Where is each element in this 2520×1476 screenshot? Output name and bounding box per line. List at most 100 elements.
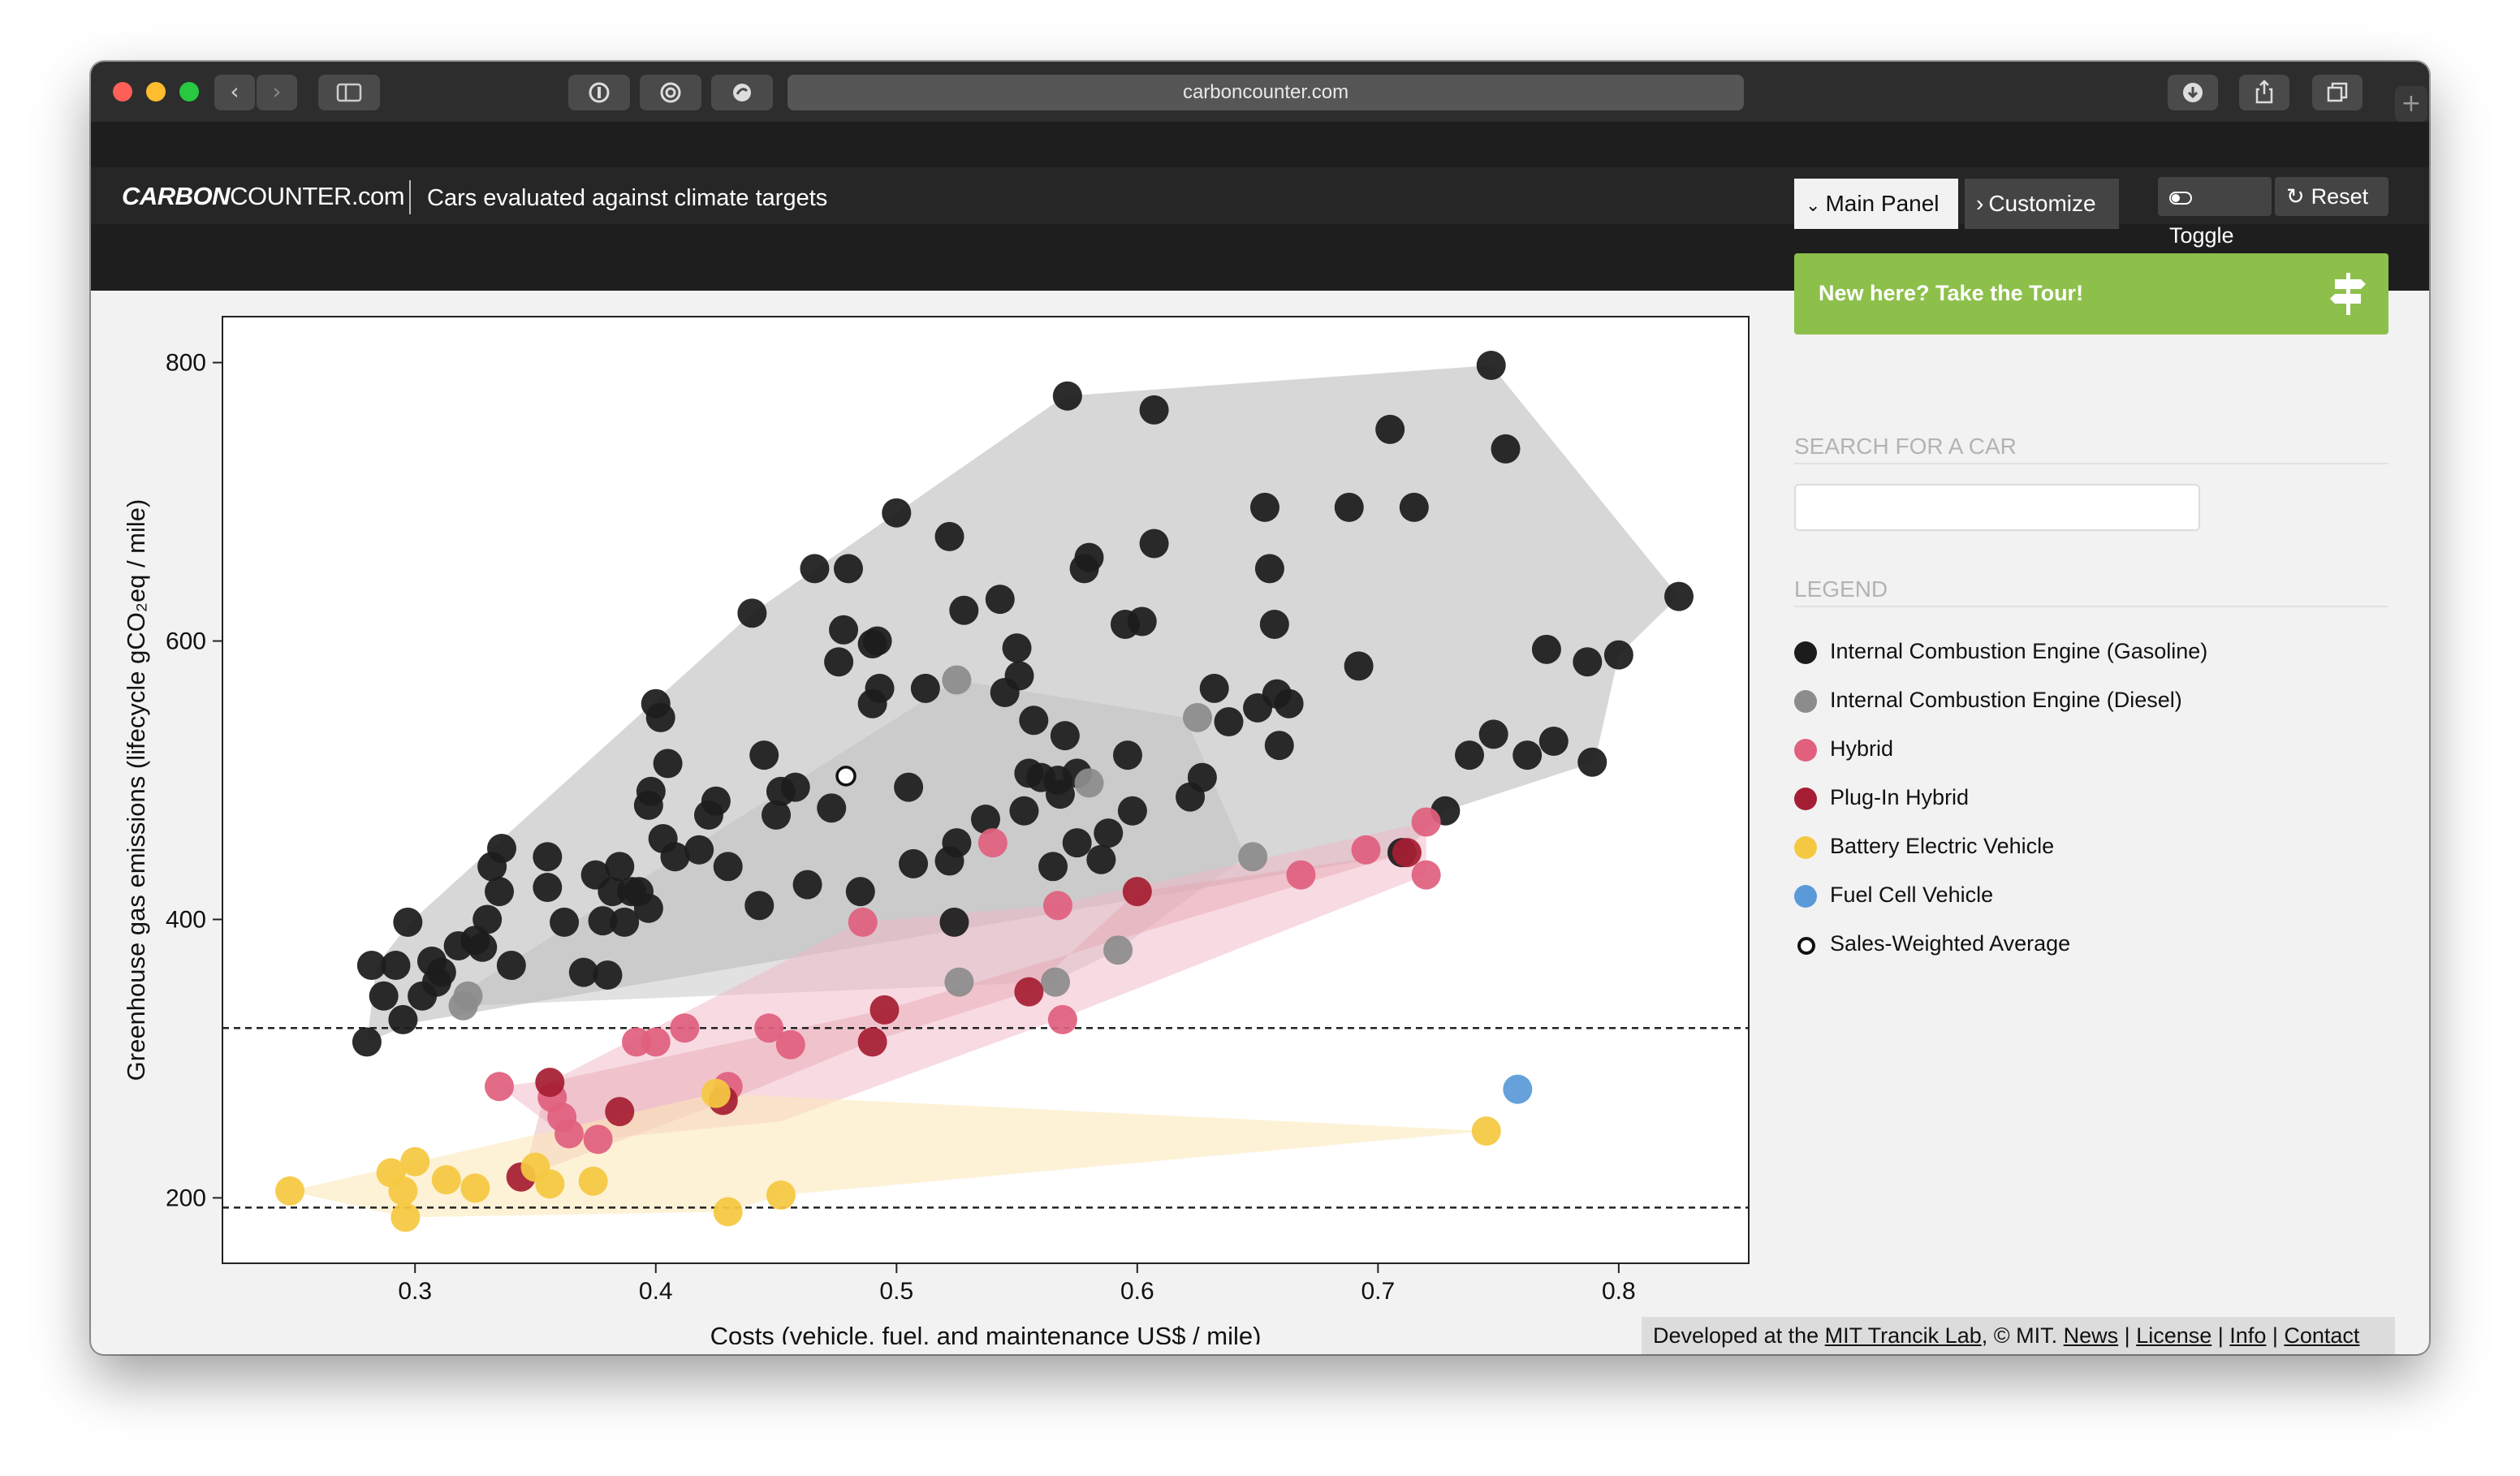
- legend-item[interactable]: Internal Combustion Engine (Gasoline): [1794, 635, 2362, 667]
- data-point[interactable]: [934, 521, 964, 551]
- data-point[interactable]: [1050, 721, 1080, 751]
- data-point[interactable]: [1009, 796, 1039, 826]
- data-point[interactable]: [381, 951, 411, 981]
- data-point[interactable]: [1214, 706, 1244, 736]
- data-point[interactable]: [453, 981, 483, 1011]
- data-point[interactable]: [1392, 838, 1422, 868]
- contact-link[interactable]: Contact: [2284, 1323, 2360, 1348]
- new-tab-button[interactable]: +: [2395, 86, 2427, 122]
- data-point[interactable]: [944, 967, 974, 997]
- data-point[interactable]: [472, 904, 503, 934]
- data-point[interactable]: [845, 877, 875, 907]
- forward-button[interactable]: ›: [257, 75, 297, 110]
- data-point[interactable]: [1047, 1004, 1077, 1034]
- data-point[interactable]: [1042, 891, 1072, 921]
- data-point[interactable]: [1004, 661, 1034, 691]
- data-point[interactable]: [713, 852, 743, 882]
- data-point[interactable]: [369, 981, 399, 1011]
- scatter-chart[interactable]: 0.3 0.4 0.5 0.6 0.7 0.8 200 400 600 800 Costs (veh…: [91, 224, 1780, 1344]
- data-point[interactable]: [775, 1029, 805, 1060]
- legend-item[interactable]: Plug-In Hybrid: [1794, 781, 2362, 814]
- data-point[interactable]: [1259, 609, 1289, 639]
- data-point[interactable]: [766, 1180, 796, 1210]
- data-point[interactable]: [824, 647, 854, 677]
- data-point[interactable]: [949, 595, 979, 625]
- data-point[interactable]: [583, 1124, 613, 1154]
- data-point[interactable]: [800, 554, 830, 584]
- data-point[interactable]: [633, 893, 663, 923]
- toggle-button[interactable]: Toggle: [2158, 177, 2272, 248]
- data-point[interactable]: [1254, 554, 1284, 584]
- data-point[interactable]: [1045, 779, 1075, 809]
- data-point[interactable]: [1014, 977, 1044, 1007]
- data-point[interactable]: [1127, 606, 1157, 637]
- data-point[interactable]: [388, 1176, 418, 1206]
- legend-item[interactable]: Battery Electric Vehicle: [1794, 830, 2362, 862]
- data-point[interactable]: [1019, 706, 1049, 736]
- data-point[interactable]: [939, 907, 969, 937]
- data-point[interactable]: [593, 960, 623, 990]
- data-point[interactable]: [485, 877, 515, 907]
- data-point[interactable]: [1471, 1116, 1501, 1146]
- data-point[interactable]: [1577, 747, 1607, 777]
- data-point[interactable]: [1074, 768, 1104, 798]
- data-point[interactable]: [400, 1146, 430, 1176]
- data-point[interactable]: [426, 957, 456, 987]
- data-point[interactable]: [554, 1119, 585, 1149]
- data-point[interactable]: [550, 907, 580, 937]
- data-point[interactable]: [848, 907, 878, 937]
- data-point[interactable]: [535, 1169, 565, 1199]
- data-point[interactable]: [533, 873, 563, 903]
- downloads-icon[interactable]: [2168, 75, 2218, 110]
- data-point[interactable]: [985, 585, 1015, 615]
- data-point[interactable]: [1249, 492, 1279, 522]
- data-point[interactable]: [605, 852, 635, 882]
- data-point[interactable]: [899, 848, 929, 878]
- data-point[interactable]: [1187, 762, 1217, 792]
- info-link[interactable]: Info: [2229, 1323, 2267, 1348]
- data-point[interactable]: [610, 907, 640, 937]
- data-point[interactable]: [910, 673, 940, 703]
- data-point[interactable]: [1112, 740, 1142, 770]
- tabs-overview-icon[interactable]: [2312, 75, 2362, 110]
- data-point[interactable]: [817, 793, 847, 823]
- data-point[interactable]: [754, 1013, 784, 1043]
- car-search-input[interactable]: [1794, 484, 2200, 531]
- data-point[interactable]: [882, 498, 912, 528]
- data-point[interactable]: [535, 1068, 565, 1098]
- address-bar[interactable]: carbon​counter.com: [788, 75, 1744, 110]
- share-icon[interactable]: [2239, 75, 2289, 110]
- data-point[interactable]: [894, 772, 924, 802]
- data-point[interactable]: [1491, 434, 1521, 464]
- minimize-window-button[interactable]: [146, 82, 166, 101]
- extension-1-icon[interactable]: [568, 75, 630, 110]
- data-point[interactable]: [605, 1097, 635, 1127]
- tour-button[interactable]: New here? Take the Tour!: [1794, 253, 2388, 334]
- legend-item[interactable]: Hybrid: [1794, 732, 2362, 765]
- back-button[interactable]: ‹: [214, 75, 255, 110]
- data-point[interactable]: [713, 1197, 743, 1227]
- data-point[interactable]: [1286, 860, 1316, 890]
- data-point[interactable]: [1573, 647, 1603, 677]
- data-point[interactable]: [865, 673, 895, 703]
- data-point[interactable]: [1117, 796, 1147, 826]
- data-point[interactable]: [1094, 818, 1124, 848]
- data-point[interactable]: [1139, 529, 1169, 559]
- sidebar-toggle-icon[interactable]: [318, 75, 380, 110]
- data-point[interactable]: [1122, 877, 1152, 907]
- data-point[interactable]: [762, 800, 792, 830]
- data-point[interactable]: [388, 1004, 418, 1034]
- data-point[interactable]: [829, 615, 859, 645]
- data-point[interactable]: [1411, 860, 1441, 890]
- mit-trancik-lab-link[interactable]: MIT Trancik Lab: [1824, 1323, 1982, 1348]
- data-point[interactable]: [977, 828, 1008, 858]
- data-point[interactable]: [1476, 351, 1506, 381]
- data-point[interactable]: [857, 1027, 887, 1057]
- data-point[interactable]: [568, 957, 598, 987]
- close-window-button[interactable]: [113, 82, 132, 101]
- data-point[interactable]: [352, 1027, 382, 1057]
- data-point[interactable]: [636, 776, 666, 806]
- data-point[interactable]: [1531, 634, 1561, 664]
- data-point[interactable]: [1062, 828, 1092, 858]
- data-point[interactable]: [641, 1027, 671, 1057]
